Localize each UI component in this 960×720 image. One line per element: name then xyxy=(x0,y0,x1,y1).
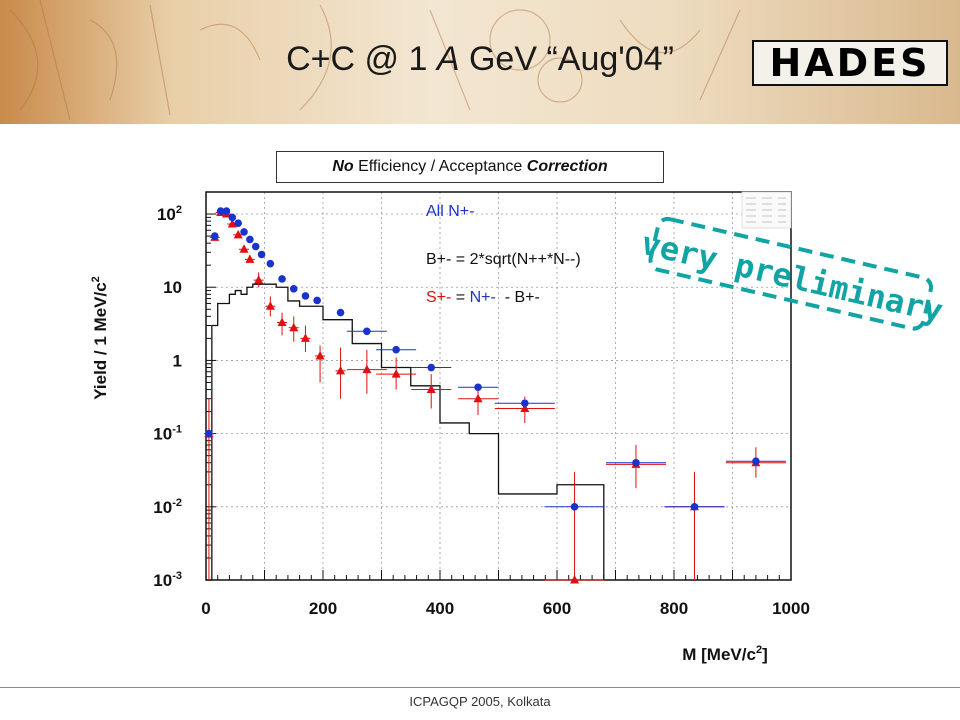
y-tick-label: 1 xyxy=(173,351,182,370)
y-tick-label: 10-3 xyxy=(153,570,182,590)
all-point xyxy=(222,207,231,215)
correction-note: No Efficiency / Acceptance Correction xyxy=(276,151,664,183)
x-tick-labels: 0 200 400 600 800 1000 xyxy=(201,599,810,618)
signal-point xyxy=(336,365,346,375)
signal-point xyxy=(254,275,264,284)
signal-point xyxy=(426,384,436,394)
y-tick-label: 10-2 xyxy=(153,497,182,517)
all-point xyxy=(427,363,436,372)
all-point xyxy=(301,292,310,300)
signal-point xyxy=(239,244,249,253)
signal-point xyxy=(570,575,580,584)
signal-point xyxy=(245,254,255,263)
signal-point xyxy=(520,403,530,413)
all-point xyxy=(210,232,219,240)
signal-point xyxy=(300,333,310,342)
background-histogram-line xyxy=(206,283,605,581)
all-point xyxy=(257,250,266,259)
x-axis-label: M [MeV/c2] xyxy=(682,644,767,664)
x-tick-label: 800 xyxy=(660,599,688,618)
y-tick-label: 10-1 xyxy=(153,424,182,444)
all-point xyxy=(392,345,400,354)
stats-box xyxy=(741,191,792,229)
x-tick-label: 600 xyxy=(543,599,571,618)
signal-point xyxy=(362,364,372,374)
legend-background: B+- = 2*sqrt(N++*N--) xyxy=(426,251,581,268)
footer-text: ICPAGQP 2005, Kolkata xyxy=(409,694,551,709)
all-point xyxy=(363,327,371,336)
background-histogram xyxy=(206,283,605,581)
signal-point xyxy=(315,350,325,360)
all-point xyxy=(336,308,345,317)
legend-signal: S+- = N+- - B+- xyxy=(426,289,540,306)
all-point xyxy=(278,275,286,283)
all-point xyxy=(570,503,579,511)
all-point xyxy=(289,285,298,293)
signal-point xyxy=(473,393,483,403)
hades-logo: HADES xyxy=(752,40,948,86)
y-axis-label: Yield / 1 MeV/c2 xyxy=(90,276,110,400)
all-point xyxy=(313,296,321,305)
all-point xyxy=(234,219,242,227)
header-banner: C+C @ 1 A GeV “Aug'04” HADES xyxy=(0,0,960,124)
x-tick-label: 0 xyxy=(201,599,210,618)
signal-point xyxy=(265,301,275,310)
signal-series xyxy=(203,207,786,584)
stamp-border xyxy=(648,216,934,331)
signal-point xyxy=(277,317,287,326)
all-point xyxy=(521,399,529,408)
all-point xyxy=(632,458,640,467)
y-tick-labels: 102 10 1 10-1 10-2 10-3 xyxy=(153,204,182,590)
all-point xyxy=(690,503,699,511)
all-point xyxy=(251,242,260,251)
slide-title: C+C @ 1 A GeV “Aug'04” xyxy=(286,40,674,78)
x-tick-label: 200 xyxy=(309,599,337,618)
legend-all: All N+- xyxy=(426,203,474,220)
banner-decoration xyxy=(9,0,741,121)
y-tick-label: 10 xyxy=(163,278,182,297)
signal-point xyxy=(289,322,299,332)
signal-point xyxy=(391,369,401,378)
all-point xyxy=(228,213,237,222)
footer-divider xyxy=(0,687,960,688)
all-point xyxy=(216,207,225,215)
all-point xyxy=(752,457,760,465)
all-point xyxy=(246,235,254,244)
preliminary-stamp: very preliminary xyxy=(643,216,943,331)
all-point xyxy=(266,259,275,268)
x-tick-label: 400 xyxy=(426,599,454,618)
signal-point xyxy=(227,219,237,228)
all-point xyxy=(474,383,482,392)
all-point xyxy=(205,429,213,438)
x-tick-label: 1000 xyxy=(772,599,810,618)
all-pairs-series xyxy=(205,207,786,511)
y-tick-label: 102 xyxy=(157,204,182,224)
all-point xyxy=(240,228,248,236)
signal-point xyxy=(233,229,243,239)
